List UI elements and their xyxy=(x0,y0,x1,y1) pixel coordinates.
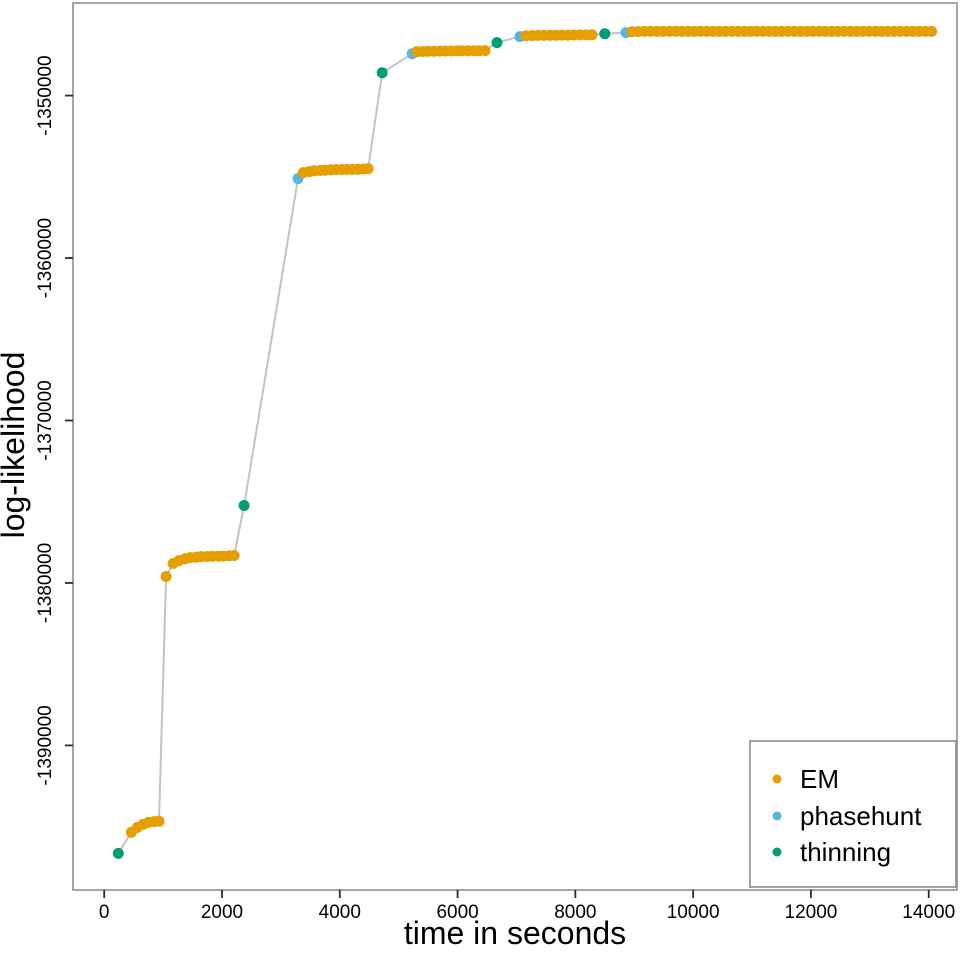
legend-label-phasehunt: phasehunt xyxy=(800,801,922,831)
thinning-data-point xyxy=(376,67,388,79)
y-tick-label: -1370000 xyxy=(35,380,56,460)
EM-data-point xyxy=(228,550,240,561)
legend-label-em: EM xyxy=(800,764,839,794)
y-tick-label: -1380000 xyxy=(35,543,56,623)
thinning-data-point xyxy=(599,28,611,40)
thinning-data-point xyxy=(238,500,250,511)
y-tick-label: -1390000 xyxy=(35,705,56,785)
EM-data-point xyxy=(479,45,491,57)
EM-data-point xyxy=(160,571,172,582)
legend: EM phasehunt thinning xyxy=(749,740,957,888)
x-tick-label: 8000 xyxy=(554,902,596,923)
x-tick-label: 0 xyxy=(99,902,110,923)
thinning-data-point xyxy=(491,37,503,49)
thinning-marker-icon xyxy=(772,847,782,857)
x-tick-label: 6000 xyxy=(436,902,478,923)
x-tick-label: 2000 xyxy=(201,902,243,923)
EM-data-point xyxy=(586,29,598,41)
connecting-line xyxy=(117,30,932,854)
legend-item-phasehunt: phasehunt xyxy=(772,801,922,831)
legend-box xyxy=(749,740,957,888)
x-tick-label: 10000 xyxy=(667,902,720,923)
y-axis-title: log-likelihood xyxy=(0,352,31,539)
x-tick-label: 14000 xyxy=(902,902,955,923)
thinning-data-point xyxy=(112,847,124,859)
plot-border xyxy=(72,2,958,891)
EM-data-point xyxy=(153,815,165,827)
legend-item-em: EM xyxy=(772,764,839,794)
EM-data-point xyxy=(362,163,374,175)
EM-data-point xyxy=(926,25,938,37)
em-marker-icon xyxy=(772,774,782,784)
phasehunt-marker-icon xyxy=(772,811,782,821)
x-axis-title: time in seconds xyxy=(404,915,626,951)
data-points xyxy=(112,25,938,859)
x-tick-label: 12000 xyxy=(785,902,838,923)
legend-label-thinning: thinning xyxy=(800,837,891,867)
y-tick-label: -1350000 xyxy=(35,55,56,135)
legend-item-thinning: thinning xyxy=(772,837,891,867)
axes: 0 2000 4000 6000 8000 10000 12000 14000 -1350000… xyxy=(35,55,955,923)
x-tick-label: 4000 xyxy=(319,902,361,923)
y-tick-label: -1360000 xyxy=(35,218,56,298)
